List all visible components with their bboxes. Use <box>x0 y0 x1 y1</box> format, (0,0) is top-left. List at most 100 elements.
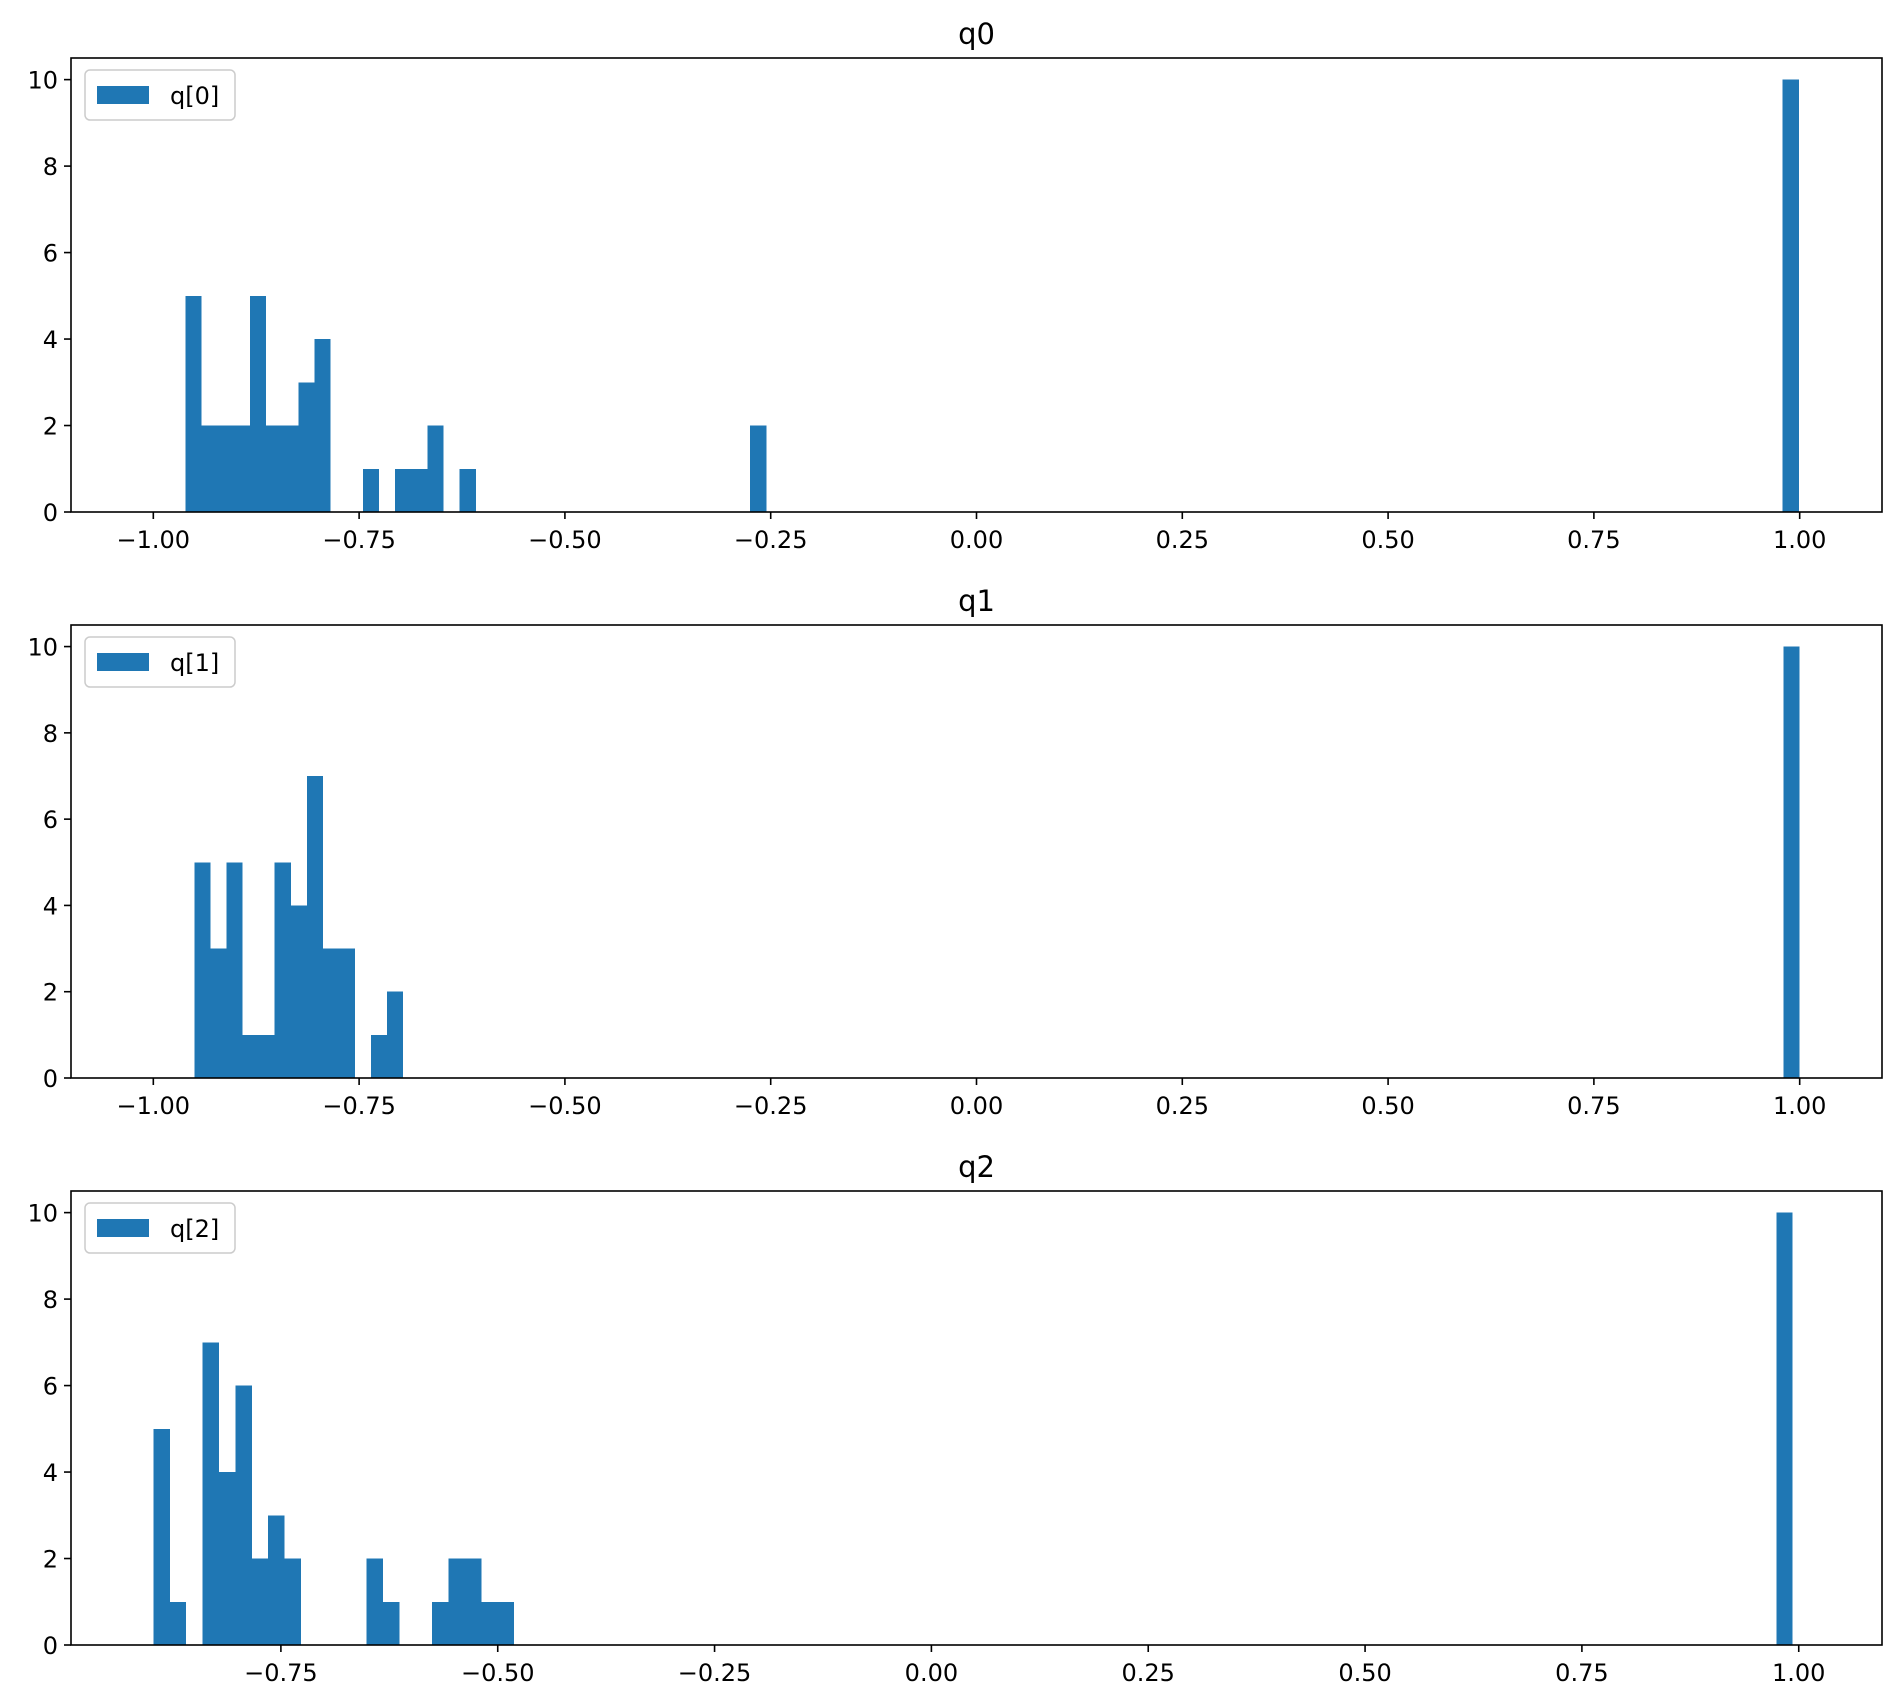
histogram-bar <box>298 382 315 512</box>
y-tick-label: 6 <box>43 240 58 268</box>
y-tick-label: 10 <box>27 634 58 662</box>
histogram-bar <box>153 1428 170 1645</box>
histogram-bar <box>1782 79 1799 512</box>
legend: q[2] <box>84 1202 236 1254</box>
x-tick-label: −0.50 <box>528 526 602 554</box>
histogram-bar <box>235 1385 252 1645</box>
histogram-bar <box>194 862 211 1078</box>
legend-box <box>84 636 236 688</box>
histogram-bar <box>284 1558 301 1645</box>
x-tick-label: 1.00 <box>1773 526 1826 554</box>
legend-swatch <box>97 1219 149 1237</box>
histogram-bar <box>274 862 291 1078</box>
y-tick-label: 6 <box>43 1373 58 1401</box>
x-tick-label: 0.25 <box>1122 1659 1175 1687</box>
y-tick-label: 2 <box>43 1546 58 1574</box>
x-tick-label: 0.00 <box>950 1092 1003 1120</box>
y-tick-label: 10 <box>27 1200 58 1228</box>
x-tick-label: −1.00 <box>117 526 191 554</box>
x-tick-label: 0.50 <box>1361 1092 1414 1120</box>
legend-label: q[2] <box>170 1215 219 1243</box>
x-tick-label: 0.50 <box>1338 1659 1391 1687</box>
histogram-bar <box>282 425 299 512</box>
x-tick-label: 1.00 <box>1772 1659 1825 1687</box>
histogram-bar <box>497 1601 515 1645</box>
histogram-bar <box>395 468 412 512</box>
histogram-bar <box>306 776 323 1078</box>
legend: q[1] <box>84 636 236 688</box>
histogram-bar <box>233 425 250 512</box>
histogram-bar <box>338 948 355 1078</box>
x-tick-label: 0.00 <box>950 526 1003 554</box>
y-tick-label: 6 <box>43 806 58 834</box>
y-tick-label: 8 <box>43 153 58 181</box>
x-tick-label: 0.25 <box>1156 1092 1209 1120</box>
histogram-bar <box>268 1515 285 1645</box>
histogram-bar <box>371 1034 388 1078</box>
histogram-bar <box>258 1034 275 1078</box>
x-tick-label: 0.75 <box>1567 526 1620 554</box>
subplot-q1: q1 −1.00 −0.75 −0.50 −0.25 0.00 0.25 0.50 0.75 1.… <box>27 584 1883 1120</box>
axes-frame <box>70 57 1883 513</box>
y-tick-label: 0 <box>43 499 58 527</box>
legend-label: q[0] <box>170 82 219 110</box>
histogram-bar <box>217 425 234 512</box>
x-tick-label: 0.00 <box>905 1659 958 1687</box>
subplot-q0: q0 −1.00 −0.75 −0.50 −0.25 0.00 0.25 0.50 0.75 1.… <box>27 17 1883 554</box>
x-tick-label: −0.50 <box>528 1092 602 1120</box>
histogram-bar <box>481 1601 498 1645</box>
histogram-bar <box>242 1034 259 1078</box>
histogram-bar <box>290 905 307 1078</box>
legend-label: q[1] <box>170 649 219 677</box>
x-tick-label: −0.75 <box>322 526 396 554</box>
y-tick-label: 8 <box>43 1286 58 1314</box>
x-tick-label: −0.25 <box>734 526 808 554</box>
histogram-bar <box>210 948 227 1078</box>
legend-box <box>84 69 236 121</box>
y-tick-label: 4 <box>43 326 58 354</box>
legend-box <box>84 1202 236 1254</box>
histogram-bar <box>432 1601 449 1645</box>
y-tick-label: 4 <box>43 892 58 920</box>
y-tick-label: 2 <box>43 979 58 1007</box>
x-tick-label: 0.25 <box>1156 526 1209 554</box>
axes-frame <box>70 1190 1883 1646</box>
chart-title: q0 <box>958 17 995 51</box>
y-tick-label: 8 <box>43 720 58 748</box>
histogram-bar <box>266 425 283 512</box>
histogram-bar <box>322 948 339 1078</box>
histogram-bar <box>226 862 243 1078</box>
histogram-bar <box>362 468 380 512</box>
histogram-bar <box>251 1558 269 1645</box>
x-tick-label: −0.75 <box>322 1092 396 1120</box>
legend: q[0] <box>84 69 236 121</box>
histogram-bar <box>427 425 444 512</box>
histogram-bar <box>448 1558 465 1645</box>
x-tick-label: −1.00 <box>117 1092 191 1120</box>
y-tick-label: 4 <box>43 1459 58 1487</box>
subplot-q2: q2 −0.75 −0.50 −0.25 0.00 0.25 0.50 0.75 1.00 0 2 4… <box>27 1150 1883 1687</box>
histogram-bar <box>185 295 202 512</box>
x-tick-label: 0.75 <box>1555 1659 1608 1687</box>
chart-title: q2 <box>958 1150 995 1184</box>
x-tick-label: −0.25 <box>734 1092 808 1120</box>
x-tick-label: −0.75 <box>244 1659 318 1687</box>
legend-swatch <box>97 653 149 671</box>
histogram-bar <box>387 991 404 1078</box>
legend-swatch <box>97 86 149 104</box>
histogram-bar <box>750 425 767 512</box>
histogram-bar <box>169 1601 187 1645</box>
x-tick-label: −0.50 <box>461 1659 535 1687</box>
histogram-bar <box>202 1342 219 1645</box>
x-tick-label: 0.50 <box>1361 526 1414 554</box>
histogram-bar <box>464 1558 482 1645</box>
histogram-bar <box>411 468 428 512</box>
y-tick-label: 10 <box>27 67 58 95</box>
x-tick-label: 1.00 <box>1773 1092 1826 1120</box>
histogram-bar <box>366 1558 383 1645</box>
histogram-bar <box>1776 1212 1793 1645</box>
histogram-bar <box>218 1472 236 1645</box>
histogram-bar <box>314 339 331 512</box>
histogram-bar <box>382 1601 400 1645</box>
